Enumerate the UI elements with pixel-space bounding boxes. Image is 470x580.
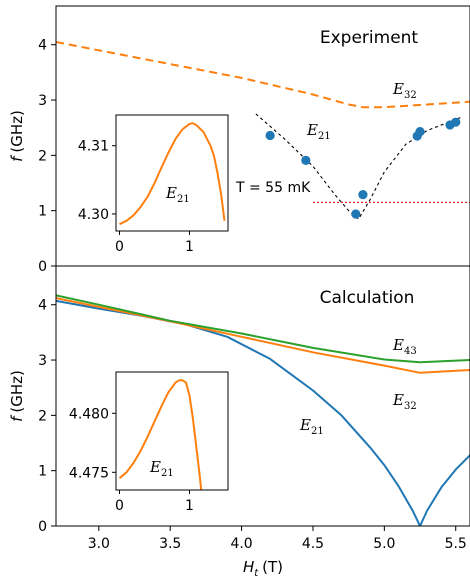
top-inset-frame: [115, 114, 229, 232]
bottom-inset-label: E21: [149, 458, 174, 479]
inset-y-tick-label: 4.480: [69, 406, 109, 422]
bottom-y-ticks: 0 1 2 3 4: [38, 298, 56, 535]
x-tick-label: 3.0: [88, 536, 110, 552]
y-tick-label: 3: [38, 93, 47, 109]
e32-label-top: E32: [392, 80, 417, 101]
bottom-x-ticks: 3.0 3.5 4.0 4.5 5.0 5.5: [88, 526, 467, 552]
e43-label-bottom: E43: [392, 336, 417, 357]
y-tick-label: 1: [38, 204, 47, 220]
top-inset: 0 1 4.30 4.31 E21: [78, 114, 229, 255]
bottom-plot-frame: [55, 265, 470, 527]
top-series-layer: [56, 41, 470, 220]
experiment-panel: 0 1 2 3 4 Experiment E32 E21 T = 55 mK f(GHz…: [8, 5, 470, 275]
inset-x-tick-label: 0: [115, 239, 124, 255]
x-tick-label: 4.5: [302, 536, 324, 552]
bottom-panel-title: Calculation: [320, 288, 415, 308]
top-inset-series-layer: [119, 122, 226, 226]
series-line-e32: [56, 41, 470, 109]
top-inset-ticks: 0 1 4.30 4.31: [78, 139, 194, 255]
data-point-e21-data: [351, 209, 361, 219]
calculation-panel: 0 1 2 3 4 3.0 3.5 4.0 4.5 5.0 5.5 Calculation E43…: [8, 265, 470, 579]
inset-series-e21: [119, 122, 226, 226]
inset-series-e21: [118, 379, 203, 490]
series-line-e21-fit: [255, 113, 464, 220]
data-point-e21-data: [265, 130, 275, 141]
bottom-y-axis-label: f(GHz): [8, 370, 26, 422]
e32-label-bottom: E32: [392, 391, 417, 412]
temperature-annotation: T = 55 mK: [235, 180, 311, 196]
data-point-e21-data: [358, 190, 368, 200]
x-tick-label: 4.0: [230, 536, 252, 552]
inset-x-tick-label: 0: [115, 498, 124, 514]
e21-label-bottom: E21: [299, 416, 324, 437]
y-tick-label: 0: [38, 259, 47, 275]
x-tick-label: 5.5: [445, 536, 467, 552]
inset-y-tick-label: 4.31: [78, 139, 109, 155]
inset-x-tick-label: 1: [185, 498, 194, 514]
series-line-e32: [56, 297, 470, 374]
inset-y-tick-label: 4.475: [69, 465, 109, 481]
data-point-e21-data: [301, 155, 311, 165]
top-y-axis-label: f(GHz): [8, 110, 26, 162]
y-tick-label: 0: [38, 519, 47, 535]
y-tick-label: 3: [38, 353, 47, 369]
inset-y-tick-label: 4.30: [78, 207, 109, 223]
bottom-inset-frame: [115, 371, 229, 491]
bottom-series-layer: [56, 294, 470, 526]
bottom-inset-ticks: 0 1 4.475 4.480: [69, 406, 194, 514]
top-inset-background: [116, 115, 228, 231]
y-tick-label: 4: [38, 38, 47, 54]
y-tick-label: 2: [38, 148, 47, 164]
bottom-inset-series-layer: [118, 379, 203, 490]
y-tick-label: 2: [38, 408, 47, 424]
y-tick-label: 4: [38, 298, 47, 314]
bottom-inset-background: [116, 372, 228, 490]
y-tick-label: 1: [38, 464, 47, 480]
x-tick-label: 5.0: [373, 536, 395, 552]
series-line-e43: [56, 294, 470, 364]
inset-x-tick-label: 1: [185, 239, 194, 255]
bottom-inset: 0 1 4.475 4.480 E21: [69, 371, 229, 514]
x-axis-label: Ht (T): [243, 558, 283, 579]
top-inset-label: E21: [165, 184, 190, 205]
x-tick-label: 3.5: [159, 536, 181, 552]
data-point-e21-data: [415, 126, 425, 137]
top-panel-title: Experiment: [320, 28, 419, 48]
top-y-ticks: 0 1 2 3 4: [38, 38, 56, 275]
data-point-e21-data: [451, 117, 461, 127]
e21-label-top: E21: [306, 121, 331, 142]
